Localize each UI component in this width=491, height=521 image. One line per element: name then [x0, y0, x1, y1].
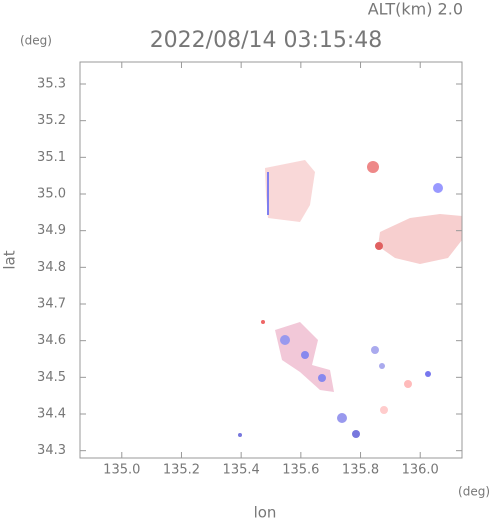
x-unit: (deg): [458, 485, 490, 499]
y-tick-label: 34.5: [37, 370, 66, 385]
y-tick-label: 34.3: [37, 443, 66, 458]
y-tick-label: 35.0: [37, 187, 66, 202]
echo: [280, 335, 290, 345]
echo: [380, 406, 388, 414]
x-axis-label: lon: [254, 504, 277, 521]
y-tick-label: 35.2: [37, 113, 66, 128]
y-tick-label: 34.4: [37, 407, 66, 422]
echo: [265, 160, 315, 222]
echo: [375, 242, 383, 250]
echo: [425, 371, 431, 377]
x-tick-label: 136.0: [402, 463, 439, 478]
x-tick-label: 135.4: [223, 463, 260, 478]
y-unit: (deg): [20, 34, 52, 48]
echo: [378, 214, 462, 264]
echo: [367, 161, 379, 173]
y-tick-label: 34.6: [37, 333, 66, 348]
echo: [337, 413, 347, 423]
echo: [404, 380, 412, 388]
echo: [301, 351, 309, 359]
y-axis-label: lat: [1, 250, 19, 269]
echo: [318, 374, 326, 382]
echo: [238, 433, 242, 437]
echoes: [238, 160, 462, 438]
plot-frame: [79, 61, 463, 459]
x-tick-label: 135.6: [282, 463, 319, 478]
echo: [379, 363, 385, 369]
y-tick-label: 34.8: [37, 260, 66, 275]
subtitle: ALT(km) 2.0: [368, 0, 463, 19]
echo: [371, 346, 379, 354]
chart-title: 2022/08/14 03:15:48: [150, 28, 383, 53]
y-tick-label: 35.3: [37, 77, 66, 92]
x-tick-label: 135.2: [163, 463, 200, 478]
echo: [433, 183, 443, 193]
echo: [352, 430, 360, 438]
y-tick-label: 34.9: [37, 223, 66, 238]
y-tick-label: 35.1: [37, 150, 66, 165]
y-tick-label: 34.7: [37, 297, 66, 312]
x-tick-label: 135.0: [103, 463, 140, 478]
echo: [261, 320, 265, 324]
x-tick-label: 135.8: [342, 463, 379, 478]
